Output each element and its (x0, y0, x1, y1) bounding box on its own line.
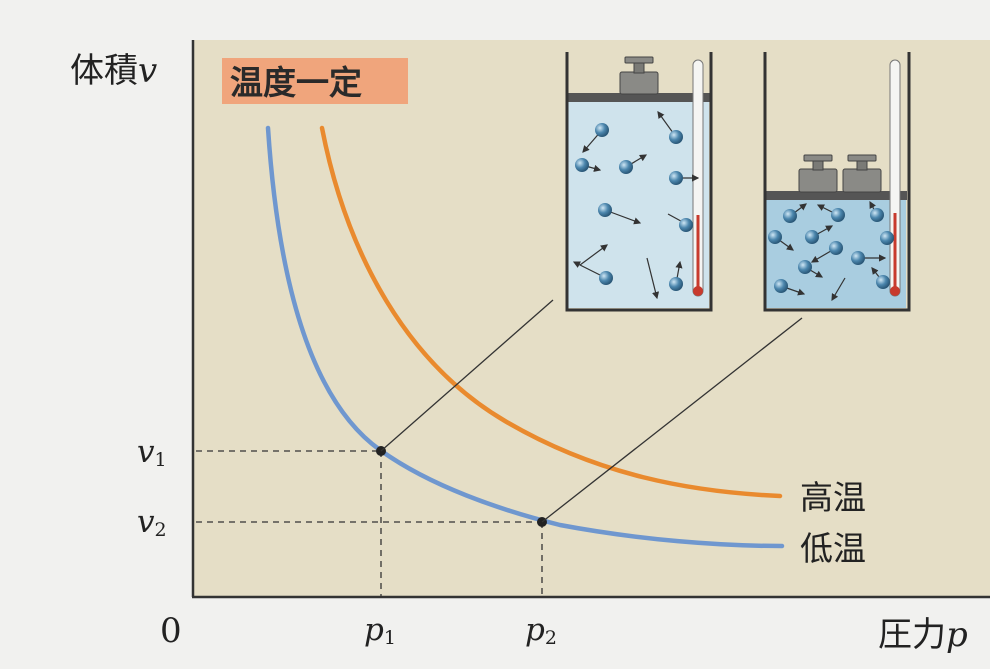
origin-label: 0 (160, 611, 182, 651)
low-temperature-label: 低温 (800, 529, 866, 568)
thermometer-icon (889, 59, 901, 297)
container-high-pressure (763, 52, 911, 312)
high-temperature-curve (319, 125, 783, 499)
low-temperature-curve (265, 125, 785, 549)
gas-region (568, 101, 709, 308)
constant-temperature-label: 温度一定 (230, 63, 362, 102)
y-axis-label: 体積v (70, 51, 157, 91)
dashed-guides (196, 450, 543, 597)
piston-weight-icon (842, 154, 882, 193)
high-temperature-label: 高温 (800, 478, 866, 517)
container-low-pressure (565, 52, 713, 312)
leader-line-1 (380, 299, 554, 452)
constant-temperature-badge (222, 58, 408, 104)
x-tick-p1: p1 (364, 612, 396, 649)
x-tick-p2: p2 (525, 612, 557, 649)
y-tick-v1: v1 (137, 434, 167, 471)
x-axis-label: 圧力p (878, 615, 968, 655)
leader-line-2 (541, 317, 803, 523)
piston (765, 191, 907, 200)
y-tick-v2: v2 (137, 504, 167, 541)
piston-weight-icon (798, 154, 838, 193)
piston (567, 93, 710, 102)
piston-weight-icon (619, 56, 659, 95)
